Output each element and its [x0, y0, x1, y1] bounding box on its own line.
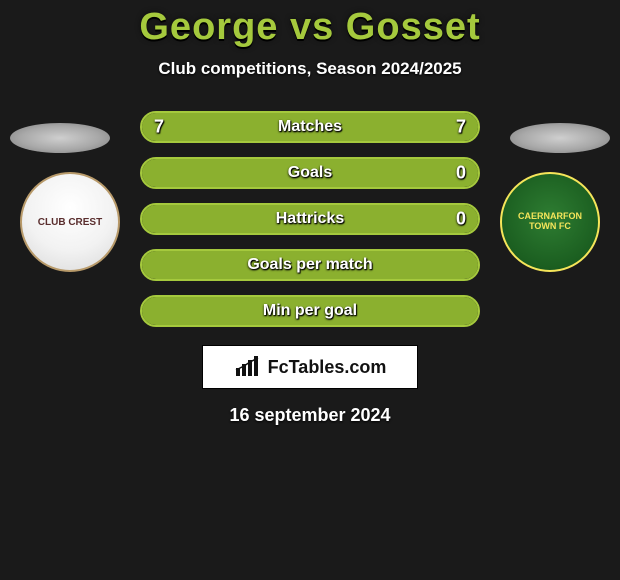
stats-bars: 7 7 Matches 0 Goals 0 Hattricks Goals per match…: [140, 111, 480, 327]
stat-label: Goals per match: [247, 256, 372, 274]
brand-name: FcTables.com: [268, 357, 387, 378]
stat-bar: Goals per match: [140, 249, 480, 281]
player-left-crest-label: CLUB CREST: [32, 211, 108, 234]
stat-value-left: 7: [154, 117, 164, 138]
page-subtitle: Club competitions, Season 2024/2025: [0, 59, 620, 79]
stat-label: Goals: [288, 164, 332, 182]
page-title: George vs Gosset: [0, 0, 620, 49]
player-left-crest: CLUB CREST: [20, 172, 120, 272]
stat-value-right: 0: [456, 209, 466, 230]
brand-box: FcTables.com: [202, 345, 418, 389]
player-right-crest: CAERNARFON TOWN FC: [500, 172, 600, 272]
stat-bar: 0 Hattricks: [140, 203, 480, 235]
stat-value-right: 7: [456, 117, 466, 138]
chart-bars-icon: [234, 356, 262, 378]
stat-label: Min per goal: [263, 302, 357, 320]
stat-label: Matches: [278, 118, 342, 136]
footer-date: 16 september 2024: [0, 405, 620, 426]
stat-bar: 7 7 Matches: [140, 111, 480, 143]
stat-label: Hattricks: [276, 210, 344, 228]
player-right-crest-label: CAERNARFON TOWN FC: [502, 206, 598, 238]
stat-bar: 0 Goals: [140, 157, 480, 189]
player-right-ellipse: [510, 123, 610, 153]
stat-bar: Min per goal: [140, 295, 480, 327]
stat-value-right: 0: [456, 163, 466, 184]
player-left-ellipse: [10, 123, 110, 153]
